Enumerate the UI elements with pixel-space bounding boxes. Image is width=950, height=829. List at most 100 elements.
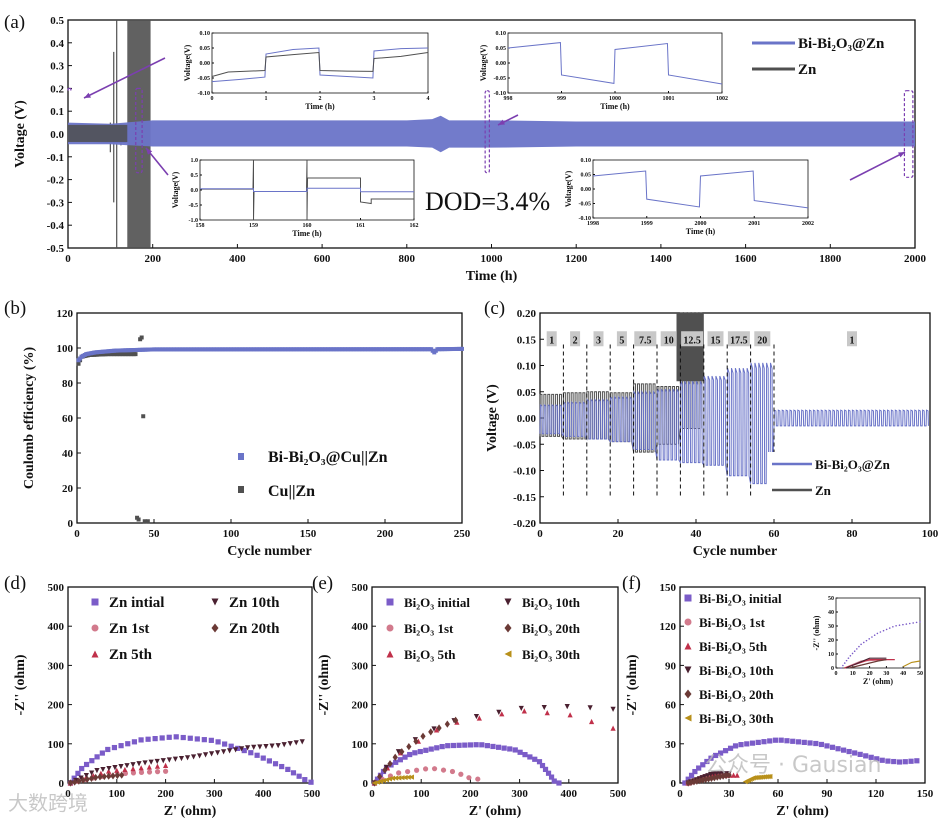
marker-triangle-left bbox=[767, 773, 773, 780]
marker-square bbox=[835, 746, 841, 752]
marker-triangle-down bbox=[251, 744, 257, 750]
x-tick-label: 200 bbox=[462, 788, 479, 800]
marker-triangle-down bbox=[610, 706, 616, 712]
marker-diamond bbox=[453, 716, 459, 724]
zn-overpotential-region bbox=[676, 313, 704, 382]
marker-diamond bbox=[708, 774, 715, 782]
marker-square bbox=[467, 742, 474, 748]
marker-diamond bbox=[406, 743, 412, 751]
marker-triangle-up bbox=[146, 764, 152, 770]
panel-label: (b) bbox=[4, 298, 26, 319]
y-tick-label: 0 bbox=[59, 778, 65, 790]
x-tick-label: 100 bbox=[413, 788, 430, 800]
marker-triangle-down bbox=[178, 755, 185, 762]
marker-triangle-down bbox=[281, 742, 287, 748]
marker-diamond bbox=[694, 777, 700, 785]
marker-triangle-up bbox=[521, 708, 527, 714]
inset-plot: 0 1 2 3 4 -0.10 -0.05 0.00 0.05 0.10 Time (h) Volta… bbox=[183, 31, 430, 111]
inset-plot: 998 999 1000 1001 1002 -0.10 -0.05 0.00 0.05 0.10… bbox=[479, 31, 728, 111]
legend-label: Bi-Bi₂O₃ 10th bbox=[699, 663, 774, 678]
marker-diamond bbox=[80, 776, 86, 784]
x-tick-label: 50 bbox=[149, 528, 161, 540]
y-tick-label: 0.00 bbox=[581, 187, 592, 193]
marker-square bbox=[138, 737, 144, 743]
x-tick-label: 0 bbox=[677, 788, 683, 800]
inset-point bbox=[879, 631, 882, 633]
marker-square bbox=[266, 758, 272, 764]
marker-square bbox=[180, 734, 186, 741]
bi-voltage-line bbox=[539, 362, 929, 485]
marker-square bbox=[215, 739, 221, 745]
marker-triangle-up bbox=[433, 727, 440, 733]
marker-square bbox=[89, 758, 95, 764]
marker-square bbox=[83, 761, 90, 768]
panel-e-eis: (e) 0 100 200 300 400 500 0 100 200 300 400 500 Z' (o… bbox=[312, 573, 627, 819]
x-tick-label: 159 bbox=[249, 223, 258, 229]
marker-square bbox=[824, 743, 830, 749]
x-tick-label: 160 bbox=[303, 223, 312, 229]
marker-triangle-left bbox=[392, 775, 399, 781]
marker-triangle-down bbox=[227, 748, 233, 754]
legend: Bi-Bi₂O₃ initial Bi-Bi₂O₃ 1st Bi-Bi₂O₃ 5th… bbox=[684, 591, 782, 726]
legend-label: Bi₂O₃ 1st bbox=[404, 621, 454, 636]
marker-triangle-down bbox=[112, 765, 118, 771]
marker-square bbox=[222, 741, 228, 747]
marker-square bbox=[857, 751, 863, 757]
marker-triangle-up bbox=[588, 718, 595, 725]
marker-triangle-down bbox=[287, 741, 293, 747]
legend-label: Cu||Zn bbox=[268, 483, 315, 500]
y-tick-label: 40 bbox=[62, 448, 74, 460]
marker-square bbox=[412, 750, 418, 756]
y-tick-label: 0.5 bbox=[191, 173, 199, 179]
marker-circle bbox=[146, 769, 153, 775]
watermark: 公众号 · Gausian bbox=[705, 753, 881, 778]
inset-series-line bbox=[507, 42, 723, 85]
marker-triangle-down bbox=[275, 743, 281, 749]
panel-d-eis: (d) 0 100 200 300 400 500 0 100 200 300 400 500 Z' (o… bbox=[4, 573, 321, 819]
marker-diamond bbox=[684, 689, 692, 699]
marker-triangle-up bbox=[386, 650, 394, 658]
zoom-region-marker bbox=[484, 90, 490, 174]
marker-diamond bbox=[101, 772, 107, 781]
y-tick-label: 300 bbox=[48, 660, 65, 672]
marker-square bbox=[891, 758, 897, 765]
x-axis-title: Z' (ohm) bbox=[776, 804, 829, 819]
panel-f-eis: (f) 0 30 60 90 120 150 0 30 60 90 120 150 Z' (ohm) -Z'… bbox=[622, 573, 934, 819]
marker-triangle-up bbox=[499, 711, 505, 717]
x-tick-label: 0 bbox=[211, 96, 214, 102]
x-tick-label: 400 bbox=[229, 253, 246, 265]
marker-square bbox=[813, 740, 819, 747]
rate-label: 7.5 bbox=[639, 335, 652, 346]
inset-point bbox=[908, 622, 911, 625]
marker-triangle-down bbox=[263, 743, 269, 750]
rate-label: 1 bbox=[549, 335, 554, 346]
y-tick-label: 0 bbox=[671, 778, 677, 790]
x-tick-label: 800 bbox=[399, 253, 416, 265]
marker-triangle-up bbox=[684, 642, 692, 650]
marker-square bbox=[551, 778, 557, 784]
y-tick-label: 0.3 bbox=[50, 61, 64, 73]
marker-square bbox=[692, 768, 698, 775]
marker-triangle-down bbox=[184, 755, 191, 761]
marker-triangle-up bbox=[734, 772, 740, 778]
marker-diamond bbox=[399, 748, 405, 756]
y-tick-label: -0.5 bbox=[189, 203, 199, 209]
marker-square bbox=[778, 737, 784, 743]
marker-diamond bbox=[705, 775, 712, 783]
y-tick-label: 0.1 bbox=[50, 106, 64, 118]
marker-square bbox=[131, 739, 138, 745]
legend-label: Bi₂O₃ 10th bbox=[522, 595, 581, 610]
y-axis-title: Voltage(V) bbox=[564, 170, 573, 207]
y-tick-label: 0.00 bbox=[517, 413, 537, 425]
inset-point bbox=[853, 650, 856, 652]
marker-diamond bbox=[110, 772, 116, 780]
marker-square bbox=[308, 779, 314, 785]
marker-triangle-left bbox=[383, 777, 390, 783]
marker-triangle-down bbox=[541, 704, 547, 711]
marker-triangle-up bbox=[476, 715, 482, 721]
x-tick-label: 120 bbox=[868, 788, 885, 800]
y-tick-label: 0.10 bbox=[517, 361, 537, 373]
marker-square bbox=[507, 746, 513, 752]
y-tick-label: -0.5 bbox=[47, 243, 65, 255]
legend: Bi-Bi₂O₃@Cu||Zn Cu||Zn bbox=[238, 449, 388, 500]
